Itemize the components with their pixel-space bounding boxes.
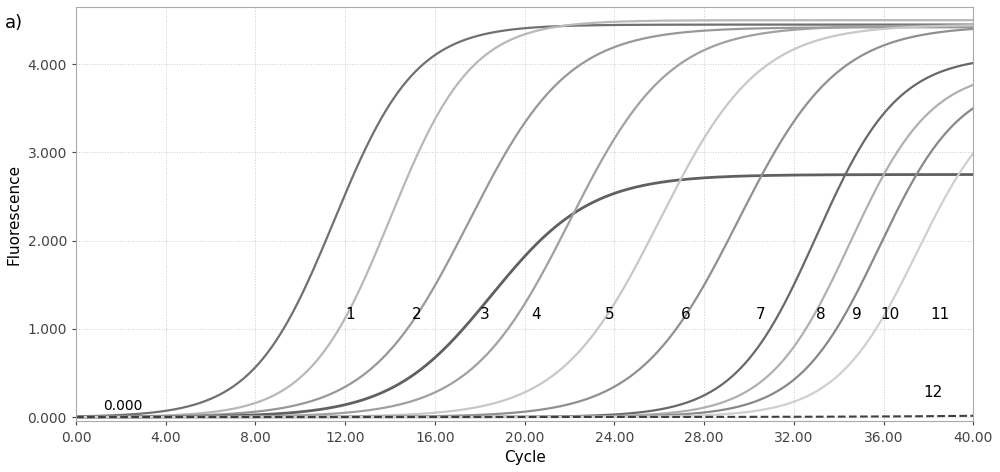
Text: 12: 12	[923, 385, 943, 400]
Text: 7: 7	[755, 307, 765, 322]
Text: 4: 4	[531, 307, 541, 322]
Text: 11: 11	[930, 307, 949, 322]
X-axis label: Cycle: Cycle	[504, 450, 546, 465]
Text: 0.000: 0.000	[103, 399, 142, 413]
Text: 6: 6	[681, 307, 691, 322]
Text: 2: 2	[412, 307, 422, 322]
Text: 1: 1	[345, 307, 355, 322]
Text: 8: 8	[816, 307, 826, 322]
Text: 9: 9	[852, 307, 862, 322]
Text: 10: 10	[881, 307, 900, 322]
Text: 3: 3	[479, 307, 489, 322]
Text: a): a)	[5, 14, 23, 32]
Text: 5: 5	[605, 307, 615, 322]
Y-axis label: Fluorescence: Fluorescence	[7, 164, 22, 265]
